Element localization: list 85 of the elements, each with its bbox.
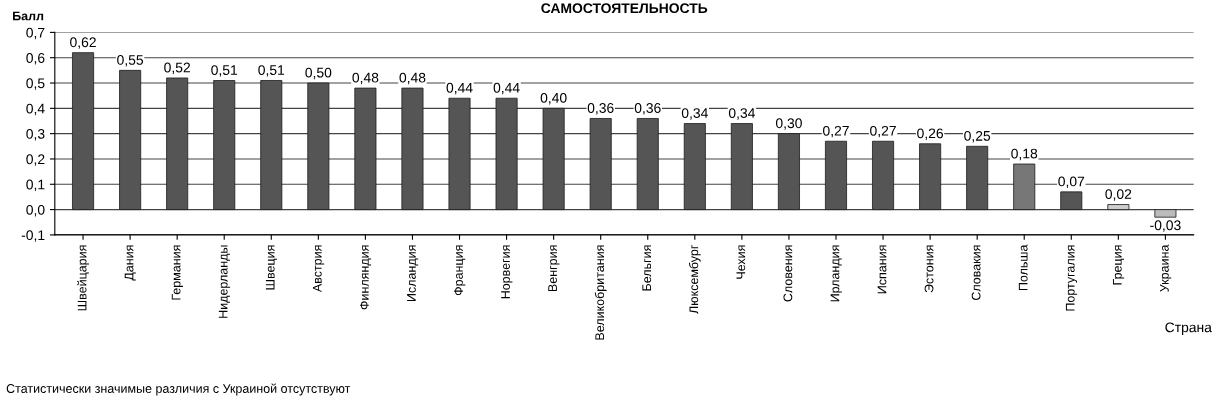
x-tick-label: Словения bbox=[783, 245, 793, 302]
bar bbox=[683, 123, 706, 211]
x-tick-label: Люксембург bbox=[688, 244, 701, 314]
bar bbox=[260, 80, 283, 211]
x-tick-label: Эстония bbox=[924, 245, 934, 293]
bar bbox=[636, 118, 659, 211]
data-label: 0,02 bbox=[1105, 189, 1132, 201]
data-label: 0,51 bbox=[211, 65, 238, 77]
bar bbox=[919, 143, 942, 211]
y-tick-label: 0,2 bbox=[26, 154, 45, 166]
bar bbox=[1154, 209, 1177, 218]
x-tick-label: Швейцария bbox=[77, 245, 89, 311]
data-label: 0,40 bbox=[540, 92, 567, 105]
bar bbox=[495, 97, 518, 211]
data-label: 0,62 bbox=[70, 37, 96, 49]
y-tick-label: 0,6 bbox=[26, 53, 45, 65]
data-label: 0,48 bbox=[352, 72, 379, 85]
data-label: 0,36 bbox=[634, 103, 661, 115]
bar bbox=[401, 87, 424, 211]
x-tick-label: Венгрия bbox=[548, 245, 560, 292]
y-tick-label: -0,1 bbox=[21, 230, 45, 242]
x-tick-label: Португалия bbox=[1065, 245, 1078, 311]
x-tick-label: Франция bbox=[454, 245, 466, 296]
x-tick-label: Словакия bbox=[971, 245, 981, 301]
x-axis-title: Страна bbox=[1165, 322, 1212, 335]
y-tick-label: 0,7 bbox=[26, 27, 45, 40]
y-tick-label: 0,3 bbox=[26, 128, 45, 141]
bar bbox=[1013, 163, 1036, 211]
bar bbox=[354, 87, 377, 211]
text: Статистически значимые различия с Украиной отсутствуют bbox=[6, 383, 351, 396]
bar bbox=[824, 140, 847, 211]
x-tick-label: Норвегия bbox=[501, 245, 513, 299]
bar bbox=[1060, 191, 1083, 211]
x-tick-label: Австрия bbox=[312, 245, 325, 293]
y-tick-label: 0,4 bbox=[26, 103, 45, 116]
x-tick-label: Дания bbox=[124, 245, 136, 281]
bar bbox=[872, 140, 895, 211]
bar bbox=[72, 52, 95, 211]
y-tick-label: 0,5 bbox=[26, 78, 45, 90]
chart-title: САМОСТОЯТЕЛЬНОСТЬ bbox=[541, 3, 708, 14]
data-label: 0,34 bbox=[681, 108, 708, 120]
x-tick-label: Бельгия bbox=[642, 245, 652, 291]
data-label: 0,07 bbox=[1058, 176, 1085, 188]
x-tick-label: Чехия bbox=[736, 245, 746, 279]
data-label: 0,25 bbox=[964, 130, 991, 143]
bar bbox=[730, 123, 753, 211]
data-label: 0,36 bbox=[587, 103, 614, 115]
x-tick-label: Польша bbox=[1018, 244, 1028, 291]
x-tick-label: Великобритания bbox=[594, 245, 607, 340]
data-label: 0,44 bbox=[446, 82, 473, 95]
x-tick-label: Германия bbox=[171, 245, 183, 300]
x-tick-label: Финляндия bbox=[359, 245, 372, 310]
bar bbox=[448, 97, 471, 211]
data-label: 0,55 bbox=[117, 55, 144, 67]
bar bbox=[1107, 204, 1130, 211]
data-label: -0,03 bbox=[1150, 220, 1181, 232]
data-label: 0,48 bbox=[399, 72, 426, 85]
bar bbox=[166, 77, 189, 211]
x-tick-label: Испания bbox=[877, 245, 887, 294]
x-tick-label: Исландия bbox=[407, 245, 419, 302]
data-label: 0,27 bbox=[870, 125, 896, 138]
data-label: 0,50 bbox=[305, 67, 332, 80]
bar bbox=[966, 145, 989, 211]
data-label: 0,26 bbox=[917, 128, 944, 140]
bar bbox=[542, 107, 565, 211]
bar bbox=[589, 118, 612, 211]
bar bbox=[213, 80, 236, 211]
x-tick-label: Греция bbox=[1112, 245, 1125, 285]
data-label: 0,30 bbox=[775, 118, 802, 130]
bar bbox=[307, 82, 330, 211]
data-label: 0,27 bbox=[823, 125, 849, 138]
x-tick-label: Нидерланды bbox=[218, 245, 231, 318]
data-label: 0,44 bbox=[493, 82, 520, 95]
x-tick-label: Швеция bbox=[265, 245, 277, 290]
bar bbox=[777, 133, 800, 211]
y-tick-label: 0,0 bbox=[26, 204, 45, 217]
y-axis-title: Балл bbox=[13, 11, 44, 21]
data-label: 0,52 bbox=[164, 62, 190, 75]
data-label: 0,51 bbox=[258, 65, 285, 77]
bar bbox=[119, 69, 142, 211]
data-label: 0,34 bbox=[728, 108, 755, 120]
x-tick-label: Украина bbox=[1160, 244, 1172, 292]
y-tick-label: 0,1 bbox=[26, 179, 45, 192]
x-tick-label: Ирландия bbox=[830, 245, 842, 302]
data-label: 0,18 bbox=[1011, 148, 1038, 161]
